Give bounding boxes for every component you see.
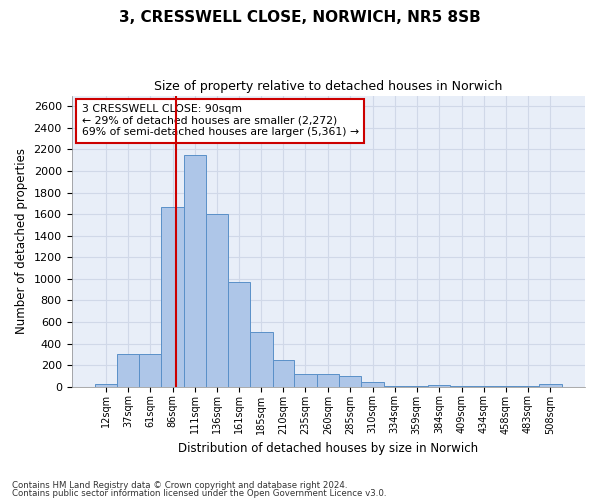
Bar [95,384,118,386]
Bar [184,155,206,386]
Bar [317,374,339,386]
Bar [228,282,250,387]
Bar [361,382,384,386]
Bar [428,385,451,386]
Bar [339,376,361,386]
Bar [294,374,317,386]
Bar [161,206,184,386]
Bar [206,214,228,386]
Bar [250,332,272,386]
Y-axis label: Number of detached properties: Number of detached properties [15,148,28,334]
X-axis label: Distribution of detached houses by size in Norwich: Distribution of detached houses by size … [178,442,478,455]
Title: Size of property relative to detached houses in Norwich: Size of property relative to detached ho… [154,80,502,93]
Bar [139,354,161,386]
Text: 3, CRESSWELL CLOSE, NORWICH, NR5 8SB: 3, CRESSWELL CLOSE, NORWICH, NR5 8SB [119,10,481,25]
Bar [539,384,562,386]
Bar [272,360,294,386]
Text: Contains HM Land Registry data © Crown copyright and database right 2024.: Contains HM Land Registry data © Crown c… [12,481,347,490]
Bar [118,354,139,386]
Text: 3 CRESSWELL CLOSE: 90sqm
← 29% of detached houses are smaller (2,272)
69% of sem: 3 CRESSWELL CLOSE: 90sqm ← 29% of detach… [82,104,359,138]
Text: Contains public sector information licensed under the Open Government Licence v3: Contains public sector information licen… [12,488,386,498]
